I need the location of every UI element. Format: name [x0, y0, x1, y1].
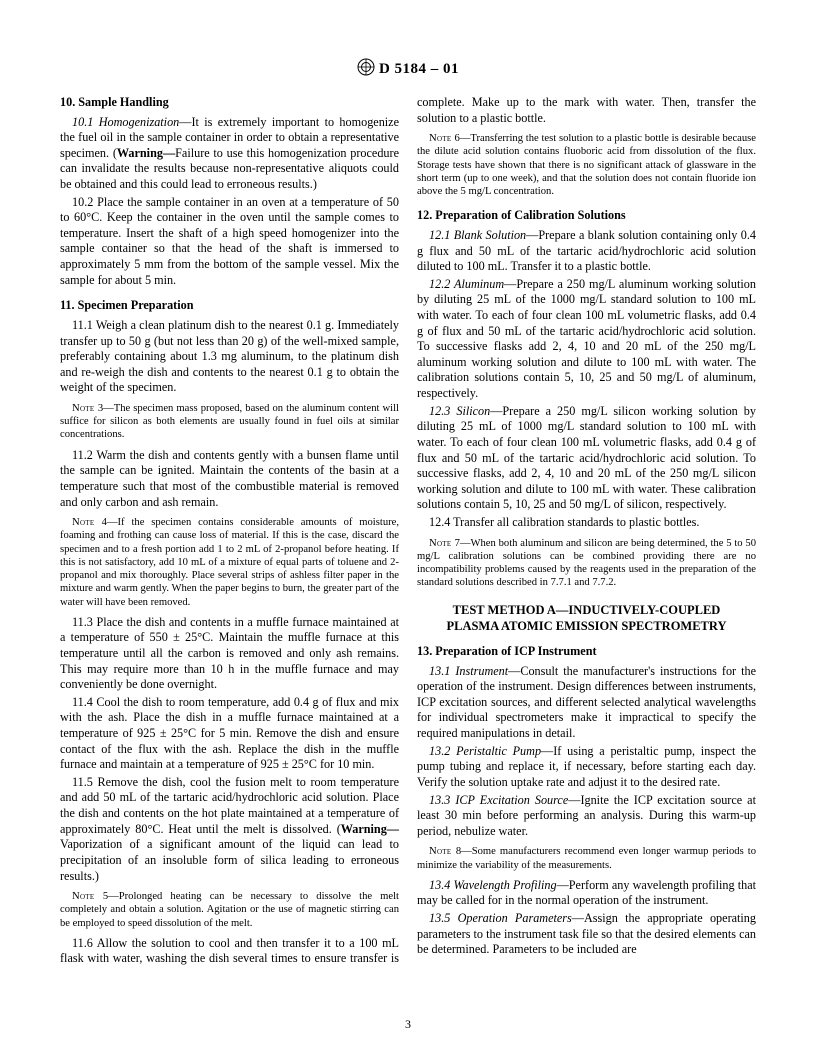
- para-13-1: 13.1 Instrument—Consult the manufacturer…: [417, 664, 756, 742]
- section-10-head: 10. Sample Handling: [60, 95, 399, 111]
- para-10-2: 10.2 Place the sample container in an ov…: [60, 195, 399, 289]
- section-12-head: 12. Preparation of Calibration Solutions: [417, 208, 756, 224]
- page: D 5184 – 01 10. Sample Handling 10.1 Hom…: [0, 0, 816, 1056]
- warning-10-1: Warning—: [117, 146, 175, 160]
- lead-13-4: 13.4 Wavelength Profiling: [429, 878, 557, 892]
- method-line1: TEST METHOD A—INDUCTIVELY-COUPLED: [453, 603, 721, 617]
- para-11-4: 11.4 Cool the dish to room temperature, …: [60, 695, 399, 773]
- note-4: Note 4—If the specimen contains consider…: [60, 516, 399, 609]
- designation: D 5184 – 01: [379, 61, 459, 77]
- lead-10-1: 10.1 Homogenization: [72, 115, 179, 129]
- test-method-head: TEST METHOD A—INDUCTIVELY-COUPLED PLASMA…: [417, 602, 756, 635]
- para-12-4: 12.4 Transfer all calibration standards …: [417, 515, 756, 531]
- lead-13-5: 13.5 Operation Parameters: [429, 911, 572, 925]
- page-header: D 5184 – 01: [60, 58, 756, 81]
- body-columns: 10. Sample Handling 10.1 Homogenization—…: [60, 95, 756, 967]
- para-12-3: 12.3 Silicon—Prepare a 250 mg/L silicon …: [417, 404, 756, 513]
- lead-12-2: 12.2 Aluminum: [429, 277, 504, 291]
- para-13-5: 13.5 Operation Parameters—Assign the app…: [417, 911, 756, 958]
- note-6: Note 6—Transferring the test solution to…: [417, 132, 756, 198]
- para-13-2: 13.2 Peristaltic Pump—If using a perista…: [417, 744, 756, 791]
- para-13-3: 13.3 ICP Excitation Source—Ignite the IC…: [417, 793, 756, 840]
- note-7: Note 7—When both aluminum and silicon ar…: [417, 537, 756, 590]
- warning-11-5: Warning—: [341, 822, 399, 836]
- para-13-4: 13.4 Wavelength Profiling—Perform any wa…: [417, 878, 756, 909]
- para-10-1: 10.1 Homogenization—It is extremely impo…: [60, 115, 399, 193]
- section-13-head: 13. Preparation of ICP Instrument: [417, 644, 756, 660]
- lead-13-1: 13.1 Instrument: [429, 664, 508, 678]
- para-11-2: 11.2 Warm the dish and contents gently w…: [60, 448, 399, 510]
- lead-13-3: 13.3 ICP Excitation Source: [429, 793, 568, 807]
- para-12-2: 12.2 Aluminum—Prepare a 250 mg/L aluminu…: [417, 277, 756, 402]
- note-8: Note 8—Some manufacturers recommend even…: [417, 845, 756, 871]
- para-11-3: 11.3 Place the dish and contents in a mu…: [60, 615, 399, 693]
- para-11-5: 11.5 Remove the dish, cool the fusion me…: [60, 775, 399, 884]
- astm-logo-icon: [357, 58, 375, 81]
- lead-12-3: 12.3 Silicon: [429, 404, 490, 418]
- lead-13-2: 13.2 Peristaltic Pump: [429, 744, 541, 758]
- note-5: Note 5—Prolonged heating can be necessar…: [60, 890, 399, 930]
- para-11-1: 11.1 Weigh a clean platinum dish to the …: [60, 318, 399, 396]
- page-number: 3: [0, 1017, 816, 1032]
- note-3: Note 3—The specimen mass proposed, based…: [60, 402, 399, 442]
- lead-12-1: 12.1 Blank Solution: [429, 228, 526, 242]
- method-line2: PLASMA ATOMIC EMISSION SPECTROMETRY: [446, 619, 726, 633]
- section-11-head: 11. Specimen Preparation: [60, 298, 399, 314]
- para-12-1: 12.1 Blank Solution—Prepare a blank solu…: [417, 228, 756, 275]
